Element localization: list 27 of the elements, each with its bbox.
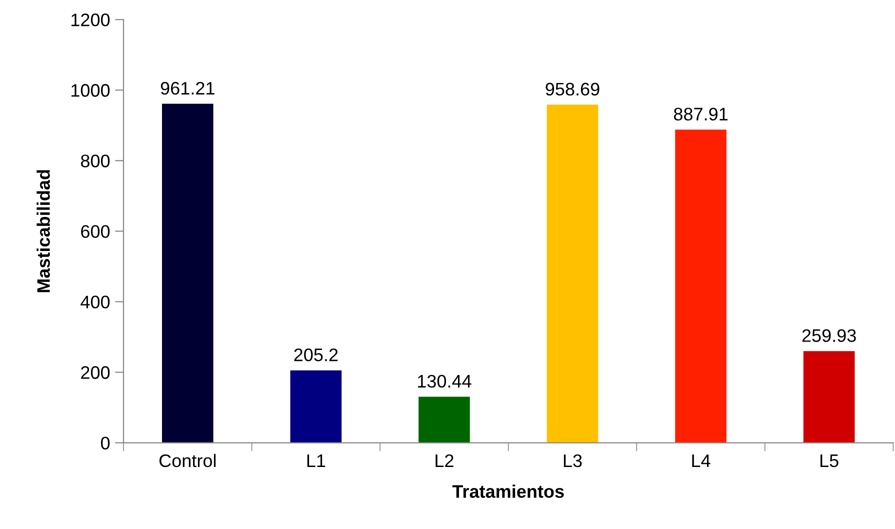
y-tick-label: 1000 [72, 84, 110, 97]
y-tick-label: 400 [80, 296, 110, 308]
data-label: 205.2 [294, 348, 338, 362]
x-tick-label: L1 [307, 454, 326, 467]
y-axis-title: Masticabilidad [36, 170, 50, 292]
data-label: 958.69 [546, 82, 600, 96]
bar [675, 130, 726, 443]
x-axis-title: Tratamientos [452, 484, 564, 498]
bar [546, 104, 598, 443]
y-tick-label: 200 [81, 366, 110, 379]
data-label: 259.93 [802, 329, 856, 342]
y-tick-label: 0 [100, 436, 110, 450]
bar [290, 370, 342, 443]
y-tick-label: 1200 [72, 14, 110, 26]
bar [418, 396, 470, 443]
data-label: 130.44 [418, 374, 472, 388]
y-tick-label: 600 [81, 225, 110, 238]
data-label: 961.21 [160, 82, 214, 95]
data-label: 887.91 [674, 108, 728, 121]
bar [803, 351, 855, 443]
x-tick-label: L5 [820, 454, 838, 468]
x-tick-label: Control [159, 454, 216, 468]
x-tick-label: L4 [692, 454, 710, 467]
x-tick-label: L2 [436, 454, 454, 467]
x-tick-label: L3 [564, 454, 582, 468]
y-tick-label: 800 [80, 154, 110, 168]
bar [162, 104, 214, 443]
